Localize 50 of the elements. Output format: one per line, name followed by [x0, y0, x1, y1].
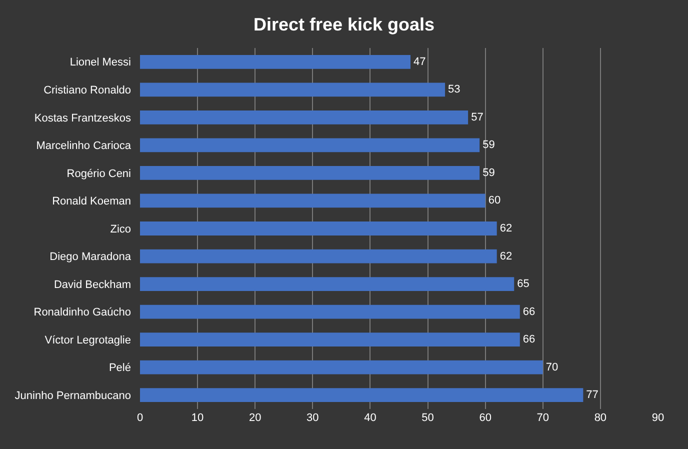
data-label: 53	[448, 84, 460, 96]
bar	[140, 360, 543, 374]
x-tick-label: 60	[479, 412, 492, 424]
data-label: 66	[522, 306, 536, 318]
x-tick-label: 70	[536, 412, 550, 424]
bar	[140, 194, 486, 208]
bar	[140, 110, 468, 124]
y-tick-label: Zico	[110, 223, 131, 236]
x-tick-label: 0	[136, 412, 144, 424]
x-tick-label: 30	[306, 412, 319, 424]
data-label: 47	[414, 56, 426, 68]
y-tick-label: Diego Maradona	[50, 251, 132, 264]
bar	[140, 388, 584, 402]
y-tick-label: Pelé	[108, 362, 131, 374]
y-tick-label: David Beckham	[54, 278, 131, 291]
data-label: 70	[546, 361, 558, 374]
y-tick-label: Cristiano Ronaldo	[44, 84, 131, 96]
x-tick-label: 50	[422, 412, 434, 424]
bar	[140, 166, 480, 180]
bar	[140, 332, 520, 347]
y-tick-label: Ronaldinho Gaúcho	[34, 306, 131, 319]
x-tick-label: 10	[191, 412, 204, 424]
data-label: 59	[482, 139, 495, 152]
y-tick-label: Rogério Ceni	[66, 168, 131, 180]
data-label: 66	[522, 334, 536, 346]
data-label: 77	[586, 389, 598, 402]
x-tick-label: 40	[364, 412, 376, 424]
bar	[140, 82, 446, 97]
y-tick-label: Juninho Pernambucano	[14, 390, 131, 402]
x-tick-label: 80	[594, 412, 607, 424]
chart-title: Direct free kick goals	[253, 14, 435, 35]
y-tick-label: Kostas Frantzeskos	[34, 112, 132, 124]
x-tick-label: 90	[652, 412, 664, 424]
x-tick-label: 20	[248, 412, 262, 424]
data-label: 57	[471, 111, 484, 124]
data-label: 65	[517, 278, 530, 290]
y-tick-label: Ronald Koeman	[52, 196, 131, 208]
y-tick-label: Víctor Legrotaglie	[44, 334, 131, 346]
bar	[140, 304, 520, 319]
data-label: 62	[500, 250, 512, 262]
data-label: 59	[482, 166, 495, 179]
data-label: 60	[488, 194, 501, 207]
y-tick-label: Marcelinho Carioca	[36, 140, 132, 152]
bar	[140, 54, 411, 69]
bar	[140, 222, 497, 236]
bar	[140, 277, 514, 291]
bar	[140, 249, 497, 264]
data-label: 62	[500, 222, 512, 234]
y-tick-label: Lionel Messi	[70, 56, 131, 69]
bar	[140, 138, 480, 152]
